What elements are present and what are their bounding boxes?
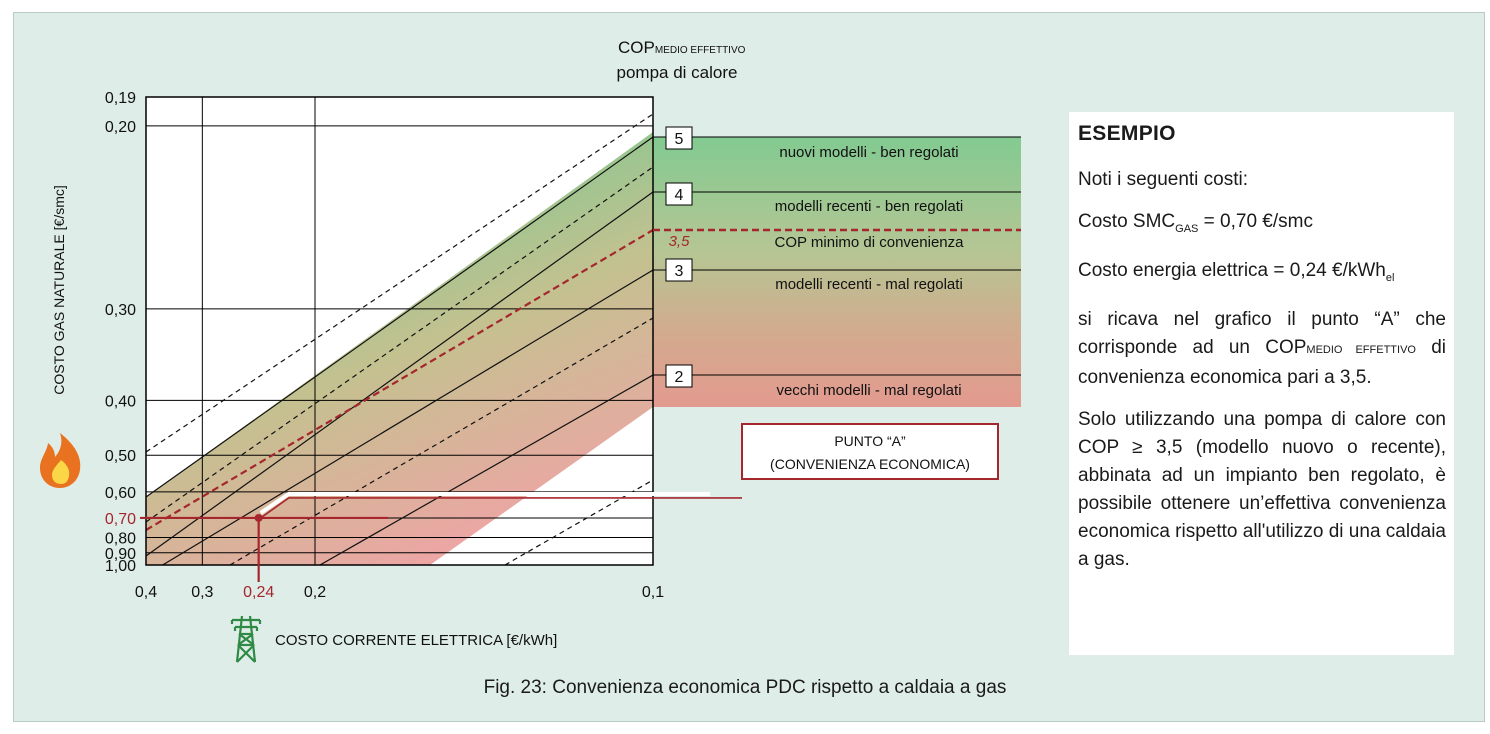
band-label: COP minimo di convenienza	[775, 234, 965, 251]
band-label: nuovi modelli - ben regolati	[779, 144, 958, 161]
flame-icon	[40, 433, 81, 488]
band-label: modelli recenti - ben regolati	[775, 198, 963, 215]
x-tick-label: 0,2	[304, 584, 326, 601]
plot-border	[145, 96, 654, 566]
cop-marker-box	[665, 126, 693, 150]
cop-band-area	[653, 137, 1021, 407]
example-elec-cost: Costo energia elettrica = 0,24 €/kWhel	[1078, 257, 1446, 292]
x-axis-label: COSTO CORRENTE ELETTRICA [€/kWh]	[275, 632, 557, 649]
para1-sub: MEDIO EFFETTIVO	[1306, 343, 1416, 356]
example-box: ESEMPIO Noti i seguenti costi: Costo SMC…	[1069, 112, 1454, 655]
point-a-leader	[260, 497, 742, 519]
cop-line	[146, 191, 653, 557]
cop-line	[161, 269, 653, 565]
cop-min-line	[146, 229, 653, 531]
gas-cost-prefix: Costo SMC	[1078, 211, 1176, 232]
point-a-desc: (CONVENIENZA ECONOMICA)	[770, 456, 970, 472]
cop-line	[319, 374, 653, 565]
y-tick-label: 0,90	[105, 546, 136, 563]
top-label-line2: pompa di calore	[617, 63, 738, 82]
x-tick-label: 0,24	[243, 584, 274, 601]
gas-cost-value: = 0,70 €/smc	[1198, 211, 1313, 232]
y-tick-label: 0,70	[105, 511, 136, 528]
top-label: COPMEDIO EFFETTIVO	[618, 38, 746, 57]
cop-marker-label: 2	[675, 369, 684, 386]
x-tick-label: 0,4	[135, 584, 157, 601]
elec-cost-sub: el	[1385, 271, 1395, 284]
point-a-callout	[741, 423, 999, 480]
power-pylon-icon	[230, 615, 262, 663]
figure-caption: Fig. 23: Convenienza economica PDC rispe…	[483, 677, 1007, 698]
cop-marker-box	[665, 182, 693, 206]
y-tick-label: 0,60	[105, 485, 136, 502]
example-gas-cost: Costo SMCGAS = 0,70 €/smc	[1078, 208, 1446, 243]
band-label: modelli recenti - mal regolati	[775, 276, 963, 293]
cop-line	[146, 136, 653, 498]
cop-dashed-line	[504, 479, 653, 565]
top-label-sub: MEDIO EFFETTIVO	[655, 45, 746, 56]
cop-dashed-line	[229, 317, 653, 565]
para1-text-b: di convenienza economica pari a 3,5.	[1078, 336, 1446, 388]
y-tick-label: 0,40	[105, 393, 136, 410]
y-tick-label: 0,30	[105, 302, 136, 319]
cop-dashed-line	[146, 113, 653, 453]
x-tick-label: 0,3	[191, 584, 213, 601]
y-tick-label: 0,20	[105, 119, 136, 136]
cop-marker-label: 3,5	[669, 233, 691, 250]
x-tick-label: 0,1	[642, 584, 664, 601]
example-paragraph-2: Solo utilizzando una pompa di calore con…	[1078, 408, 1446, 570]
cop-marker-box	[665, 364, 693, 388]
cop-dashed-line	[146, 166, 653, 523]
cop-wedge	[146, 132, 653, 565]
example-paragraph-1: si ricava nel grafico il punto “A” che c…	[1078, 306, 1446, 392]
cop-marker-label: 5	[675, 131, 684, 148]
top-label-main: COP	[618, 38, 655, 57]
y-tick-label: 1,00	[105, 558, 136, 575]
para1-text-a: si ricava nel grafico il punto “A” che c…	[1078, 308, 1446, 358]
point-a-leader-white	[259, 491, 710, 515]
y-tick-label: 0,50	[105, 448, 136, 465]
y-axis-label: COSTO GAS NATURALE [€/smc]	[51, 185, 67, 395]
y-tick-label: 0,19	[105, 90, 136, 107]
band-label: vecchi modelli - mal regolati	[776, 382, 961, 399]
example-intro: Noti i seguenti costi:	[1078, 169, 1249, 190]
cop-marker-box	[665, 258, 693, 282]
y-tick-label: 0,80	[105, 531, 136, 548]
cop-marker-label: 4	[675, 187, 684, 204]
elec-cost-prefix: Costo energia elettrica = 0,24 €/kWh	[1078, 259, 1386, 281]
gas-cost-sub: GAS	[1175, 222, 1199, 235]
example-title: ESEMPIO	[1078, 122, 1176, 145]
point-a-name: PUNTO “A”	[834, 433, 906, 449]
cop-marker-label: 3	[675, 263, 684, 280]
point-a-marker	[254, 513, 263, 522]
